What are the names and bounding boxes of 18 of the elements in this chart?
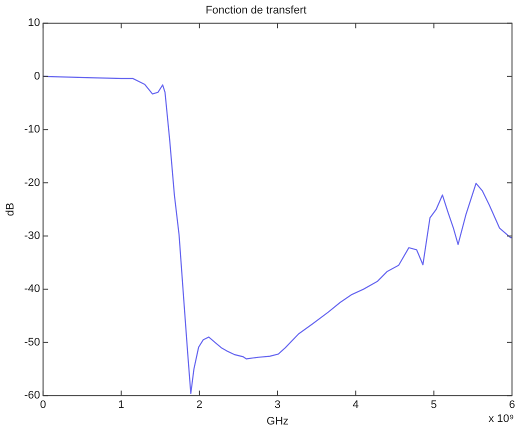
y-tick-label: 0: [34, 70, 40, 82]
y-axis-title: dB: [4, 202, 17, 216]
x-tick-label: 1: [118, 399, 124, 412]
x-tick-label: 6: [508, 399, 516, 412]
chart-title: Fonction de transfert: [206, 4, 306, 17]
y-tick-label: 10: [28, 17, 40, 30]
y-tick-label: -50: [24, 336, 40, 348]
y-tick-label: -40: [24, 283, 40, 296]
x-tick-label: 5: [430, 399, 437, 412]
y-tick-label: -10: [24, 124, 40, 136]
x-tick-label: 4: [352, 399, 359, 412]
y-tick-label: -20: [24, 176, 40, 189]
x-axis-title: GHz: [266, 415, 289, 428]
y-tick-label: -30: [24, 230, 40, 242]
text: x 10⁹: [488, 413, 514, 426]
x-tick-label: 3: [274, 399, 281, 412]
x-tick-label: 2: [196, 399, 202, 412]
y-tick-label: -60: [24, 390, 40, 402]
